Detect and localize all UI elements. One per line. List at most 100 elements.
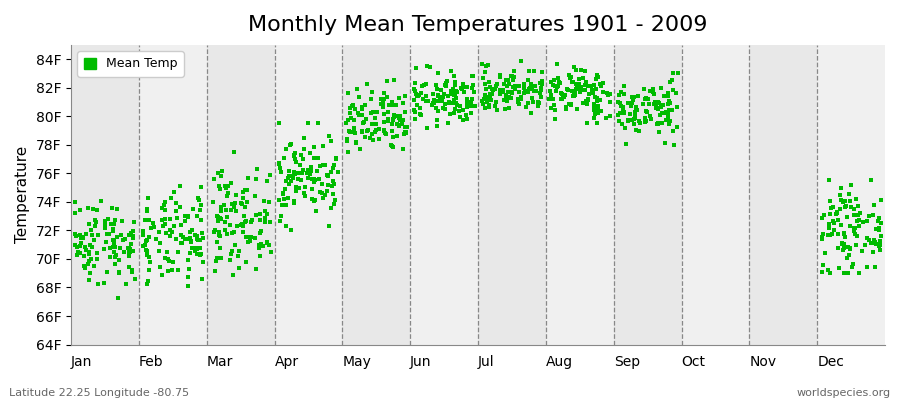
Point [152,248,166,254]
Point [248,235,263,242]
Point [82,249,96,256]
Point [306,155,320,162]
Point [142,234,157,241]
Point [410,102,424,109]
Point [78,230,93,237]
Point [438,105,453,112]
Point [257,216,272,222]
Point [527,82,542,89]
Point [630,106,644,113]
Point [519,104,534,110]
Point [364,121,379,128]
Point [184,245,199,251]
Point [522,68,536,75]
Point [376,100,391,106]
Point [124,269,139,275]
Point [225,248,239,254]
Point [565,78,580,85]
Point [194,184,208,190]
Point [389,113,403,119]
Bar [545,45,614,344]
Point [369,126,383,133]
Point [108,217,122,224]
Point [632,128,646,135]
Point [504,95,518,102]
Point [586,90,600,96]
Point [838,198,852,204]
Point [651,120,665,127]
Point [240,199,255,206]
Point [616,105,630,111]
Point [344,115,358,122]
Point [533,90,547,96]
Point [520,100,535,106]
Point [595,80,609,86]
Point [616,90,631,97]
Point [309,208,323,214]
Point [562,101,577,108]
Point [359,128,374,134]
Point [340,116,355,123]
Point [345,102,359,109]
Point [643,88,657,94]
Point [431,97,446,104]
Point [581,83,596,89]
Point [559,104,573,110]
Point [248,176,263,182]
Point [208,267,222,274]
Point [211,170,225,177]
Point [501,105,516,112]
Point [184,245,199,252]
Point [124,267,139,274]
Point [377,118,392,125]
Point [561,87,575,93]
Point [500,89,515,95]
Point [112,256,126,263]
Point [286,175,301,181]
Point [116,236,130,243]
Point [287,200,302,206]
Point [624,103,638,110]
Point [304,196,319,202]
Point [453,103,467,110]
Point [628,112,643,118]
Point [211,217,225,224]
Point [655,120,670,126]
Point [122,250,136,256]
Point [632,118,646,124]
Point [100,231,114,238]
Point [209,257,223,264]
Point [97,246,112,252]
Point [409,109,423,116]
Point [434,96,448,103]
Point [522,86,536,92]
Point [315,181,329,187]
Point [661,110,675,116]
Point [206,198,220,205]
Point [483,96,498,103]
Point [304,168,319,174]
Point [223,179,238,186]
Point [449,94,464,101]
Point [308,176,322,183]
Point [533,80,547,86]
Point [662,98,677,104]
Point [855,219,869,225]
Bar [614,45,681,344]
Point [372,126,386,132]
Point [535,81,549,88]
Point [459,97,473,104]
Point [447,73,462,80]
Point [167,222,182,229]
Point [320,172,335,179]
Point [352,94,366,100]
Point [227,229,241,235]
Point [428,105,443,111]
Point [853,210,868,216]
Point [662,121,676,128]
Point [843,246,858,252]
Point [301,174,315,181]
Point [513,94,527,100]
Text: worldspecies.org: worldspecies.org [796,388,891,398]
Point [593,83,608,89]
